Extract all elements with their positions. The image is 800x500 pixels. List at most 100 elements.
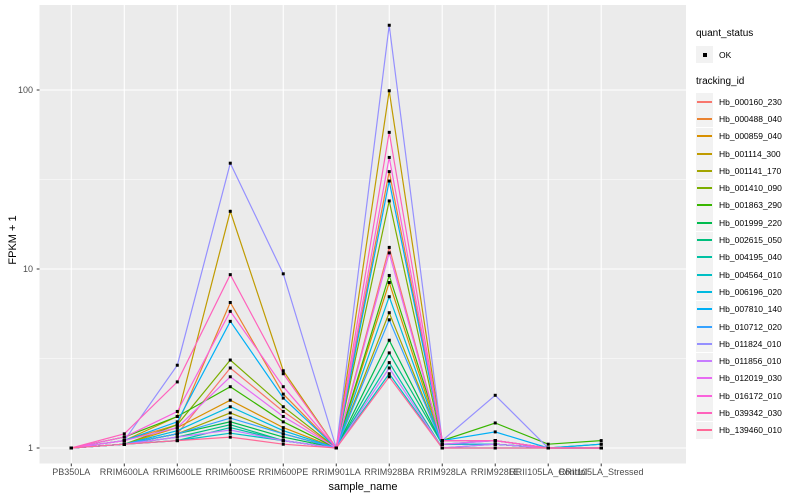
legend-label: Hb_011856_010 (719, 356, 782, 367)
data-point (387, 372, 391, 376)
data-point (228, 431, 232, 435)
legend-line-icon (697, 377, 712, 380)
legend-line-icon (697, 342, 712, 345)
legend-line-icon (697, 187, 712, 190)
data-point (281, 426, 285, 430)
legend-label: Hb_001863_290 (719, 200, 782, 211)
legend-entry: Hb_000859_040 (696, 127, 800, 145)
legend-key-box (696, 110, 713, 128)
legend-line-icon (697, 256, 712, 259)
legend-entry: Hb_139460_010 (696, 421, 800, 439)
x-tick-label: PB350LA (52, 467, 91, 477)
data-point (281, 272, 285, 276)
legend-entry: Hb_016172_010 (696, 387, 800, 405)
legend-line-icon (697, 204, 712, 207)
data-point (122, 432, 126, 436)
data-point (228, 273, 232, 277)
legend-line-icon (697, 273, 712, 276)
data-point (493, 446, 497, 450)
x-tick-label: RRIM600SE (205, 467, 256, 477)
data-point (175, 432, 179, 436)
data-point (387, 130, 391, 134)
legend-key-box (696, 300, 713, 318)
legend-key-box (696, 352, 713, 370)
data-point (175, 423, 179, 427)
data-point (175, 409, 179, 413)
legend: quant_status OK tracking_id Hb_000160_23… (696, 28, 800, 439)
legend-line-icon (697, 429, 712, 432)
legend-label: Hb_000160_230 (719, 96, 782, 107)
legend-entry: Hb_010712_020 (696, 318, 800, 335)
legend-label: Hb_001410_090 (719, 183, 782, 194)
data-point (599, 446, 603, 450)
legend-line-icon (697, 239, 712, 242)
legend-line-icon (697, 360, 712, 363)
legend-title-tracking-id: tracking_id (696, 76, 745, 87)
legend-label: Hb_006196_020 (719, 286, 782, 297)
legend-line-icon (697, 100, 712, 103)
legend-line-icon (697, 117, 712, 120)
legend-key-box (696, 127, 713, 145)
data-point (281, 414, 285, 418)
legend-label: Hb_000488_040 (719, 113, 782, 124)
data-point (387, 295, 391, 299)
legend-label: Hb_010712_020 (719, 321, 782, 332)
data-point (493, 421, 497, 425)
data-point (334, 446, 338, 450)
legend-label: Hb_007810_140 (719, 304, 782, 315)
data-point (440, 439, 444, 443)
data-point (387, 170, 391, 174)
data-point (387, 338, 391, 342)
data-point (387, 375, 391, 379)
legend-key-box (696, 93, 713, 111)
legend-entry: Hb_004564_010 (696, 266, 800, 284)
data-point (175, 380, 179, 384)
data-point (228, 209, 232, 213)
legend-label: Hb_001141_170 (719, 165, 782, 176)
legend-key-box (696, 335, 713, 353)
x-tick-label: RRIM928BA (364, 467, 415, 477)
data-point (281, 429, 285, 433)
x-tick-label: RRIM928LE (470, 467, 520, 477)
legend-entry: Hb_011824_010 (696, 335, 800, 353)
data-point (493, 439, 497, 443)
legend-label: Hb_001114_300 (719, 148, 781, 159)
data-point (493, 393, 497, 397)
data-point (228, 416, 232, 420)
legend-key-box (696, 387, 713, 405)
data-point (387, 179, 391, 183)
legend-key-box (696, 162, 713, 180)
data-point (387, 318, 391, 322)
data-point (387, 23, 391, 27)
legend-line-icon (697, 135, 712, 138)
data-point (281, 409, 285, 413)
data-point (387, 199, 391, 203)
legend-entry: Hb_002615_050 (696, 231, 800, 249)
data-point (228, 366, 232, 370)
data-point (228, 405, 232, 409)
data-point (228, 309, 232, 313)
legend-title-quant-status: quant_status (696, 28, 754, 39)
data-point (281, 420, 285, 424)
data-point (387, 361, 391, 365)
x-tick-label: RRIM928LA (417, 467, 467, 477)
data-point (387, 281, 391, 285)
legend-line-icon (697, 290, 712, 293)
data-point (387, 351, 391, 355)
legend-entry: Hb_001999_220 (696, 214, 800, 232)
data-point (228, 426, 232, 430)
legend-entry: Hb_000160_230 (696, 93, 800, 111)
tracking-id-entries: Hb_000160_230 Hb_000488_040 Hb_000859_040 H… (696, 93, 800, 439)
legend-key-box (696, 248, 713, 266)
x-tick-label: RRIM600LE (152, 467, 202, 477)
legend-line-icon (697, 221, 712, 224)
data-point (281, 439, 285, 443)
data-point (228, 319, 232, 323)
legend-label: Hb_000859_040 (719, 131, 782, 142)
legend-label: Hb_039342_030 (719, 407, 782, 418)
data-point (69, 446, 73, 450)
x-tick-label: RRII105LA_Control (509, 467, 588, 477)
legend-label: Hb_011824_010 (719, 338, 782, 349)
y-tick-label: 100 (17, 85, 33, 95)
data-points (69, 23, 603, 450)
